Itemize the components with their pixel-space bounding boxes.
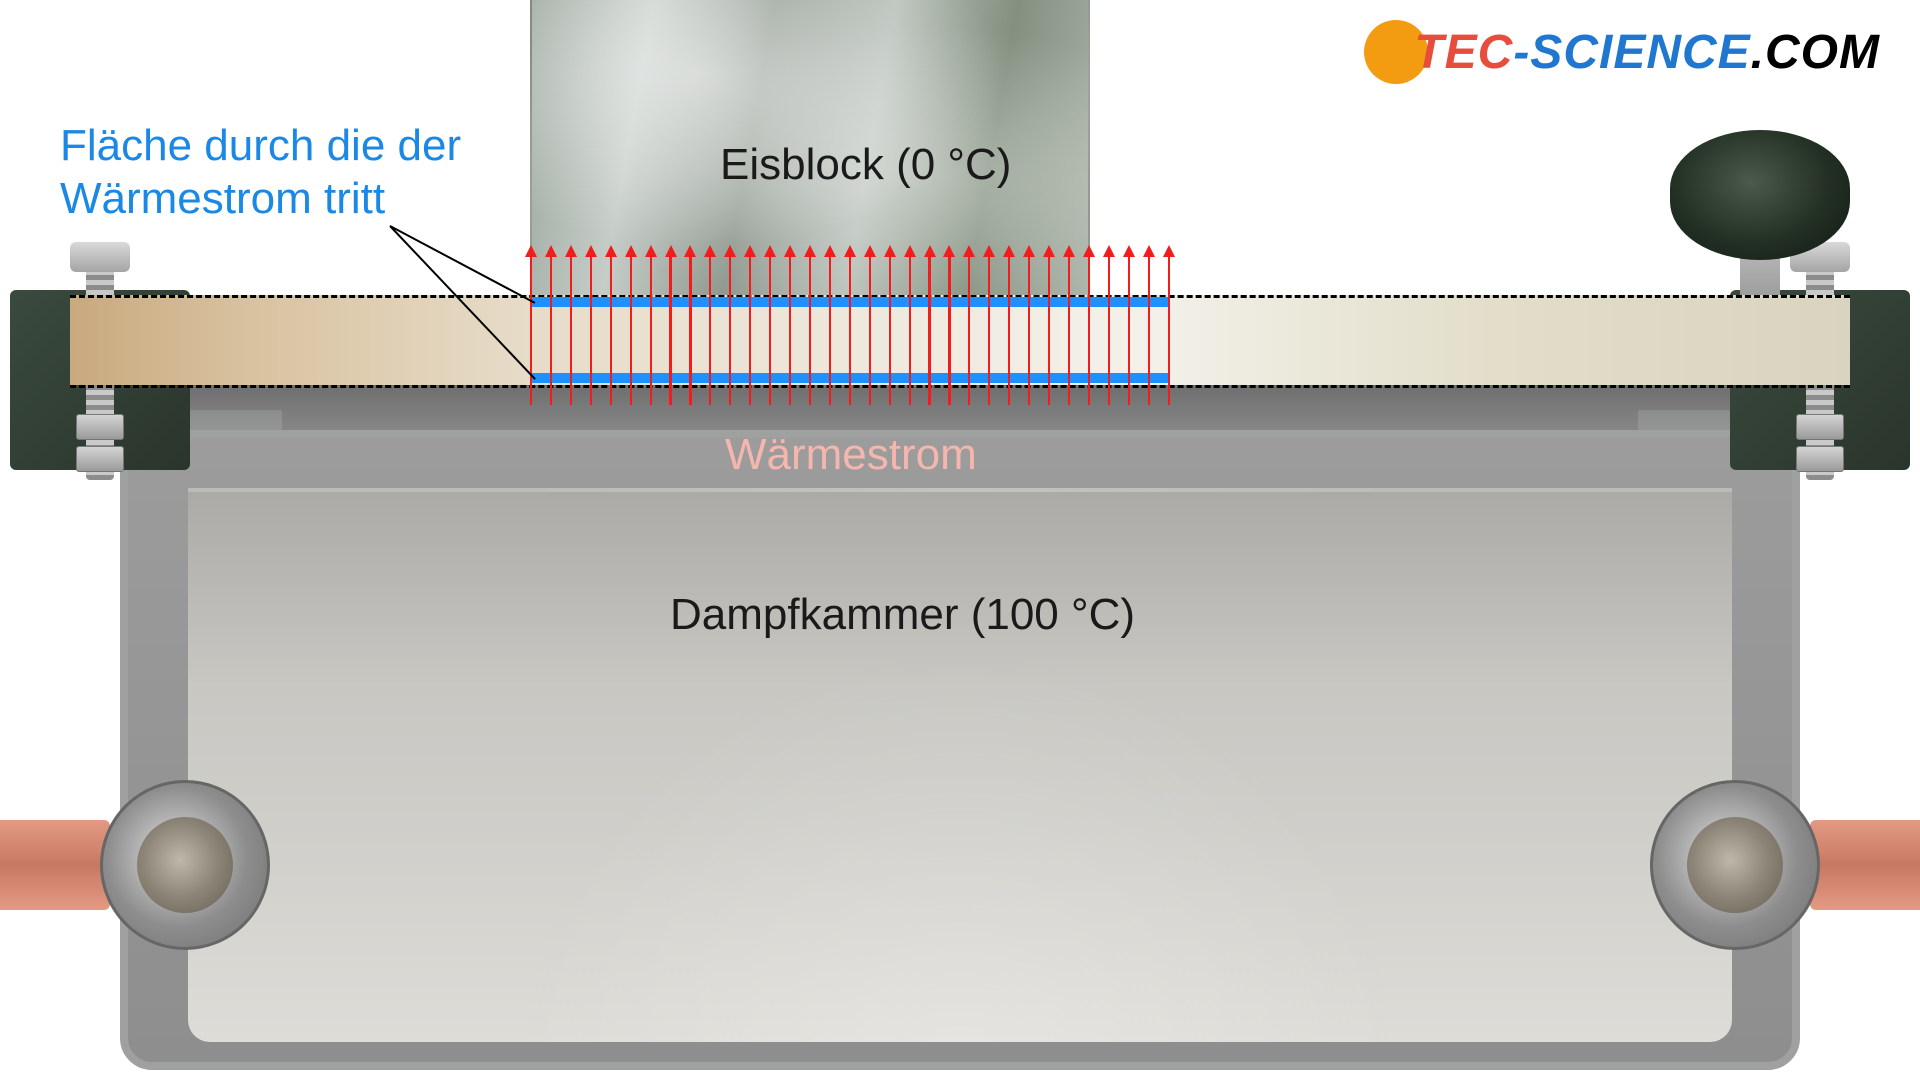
port-left-inner — [137, 817, 233, 913]
heatflow-arrow-icon — [1088, 255, 1090, 405]
heatflow-arrow-icon — [650, 255, 652, 405]
hex-nut-icon — [1796, 446, 1844, 472]
heatflow-arrow-icon — [809, 255, 811, 405]
heatflow-arrow-icon — [869, 255, 871, 405]
heatflow-arrow-icon — [829, 255, 831, 405]
heatflow-arrow-icon — [968, 255, 970, 405]
iceblock-label: Eisblock (0 °C) — [720, 140, 1011, 190]
hex-nut-icon — [1796, 414, 1844, 440]
steam-chamber — [120, 430, 1800, 1070]
heatflow-arrow-icon — [1168, 255, 1170, 405]
heatflow-arrow-icon — [1148, 255, 1150, 405]
heatflow-arrow-icon — [729, 255, 731, 405]
knob-disc — [1670, 130, 1850, 260]
heatflow-arrow-icon — [749, 255, 751, 405]
steam-chamber-interior — [188, 488, 1732, 1042]
heatflow-arrow-icon — [1108, 255, 1110, 405]
heatflow-arrow-icon — [928, 255, 930, 405]
heatflow-arrow-icon — [909, 255, 911, 405]
heatflow-arrow-icon — [948, 255, 950, 405]
heatflow-arrows — [530, 255, 1170, 405]
heatflow-arrow-icon — [570, 255, 572, 405]
heatflow-arrow-icon — [789, 255, 791, 405]
pipe-left — [0, 820, 110, 910]
heatflow-arrow-icon — [550, 255, 552, 405]
heatflow-arrow-icon — [988, 255, 990, 405]
logo: TEC -SCIENCE .COM — [1364, 20, 1880, 84]
heatflow-arrow-icon — [669, 255, 671, 405]
heatflow-arrow-icon — [1048, 255, 1050, 405]
port-right-inner — [1687, 817, 1783, 913]
logo-dotcom: .COM — [1751, 25, 1880, 80]
adjust-knob — [1670, 130, 1850, 260]
heatflow-arrow-icon — [530, 255, 532, 405]
heatflow-arrow-icon — [689, 255, 691, 405]
hex-nut-icon — [76, 414, 124, 440]
chamber-label: Dampfkammer (100 °C) — [670, 590, 1135, 640]
heatflow-arrow-icon — [1008, 255, 1010, 405]
logo-science: -SCIENCE — [1513, 25, 1750, 80]
heatflow-arrow-icon — [769, 255, 771, 405]
pipe-right — [1810, 820, 1920, 910]
bolt-cap-icon — [70, 242, 130, 272]
heatflow-arrow-icon — [610, 255, 612, 405]
port-right — [1650, 780, 1820, 950]
port-left — [100, 780, 270, 950]
heatflow-arrow-icon — [709, 255, 711, 405]
hex-nut-icon — [76, 446, 124, 472]
heatflow-arrow-icon — [849, 255, 851, 405]
heatflow-arrow-icon — [590, 255, 592, 405]
heatflow-arrow-icon — [1028, 255, 1030, 405]
pointer-line — [390, 225, 536, 304]
heatflow-arrow-icon — [630, 255, 632, 405]
heatflow-arrow-icon — [1068, 255, 1070, 405]
heatflow-arrow-icon — [889, 255, 891, 405]
logo-tec: TEC — [1414, 25, 1513, 80]
heatflow-label: Wärmestrom — [725, 430, 977, 480]
surface-label: Fläche durch die der Wärmestrom tritt — [60, 120, 461, 226]
heatflow-arrow-icon — [1128, 255, 1130, 405]
